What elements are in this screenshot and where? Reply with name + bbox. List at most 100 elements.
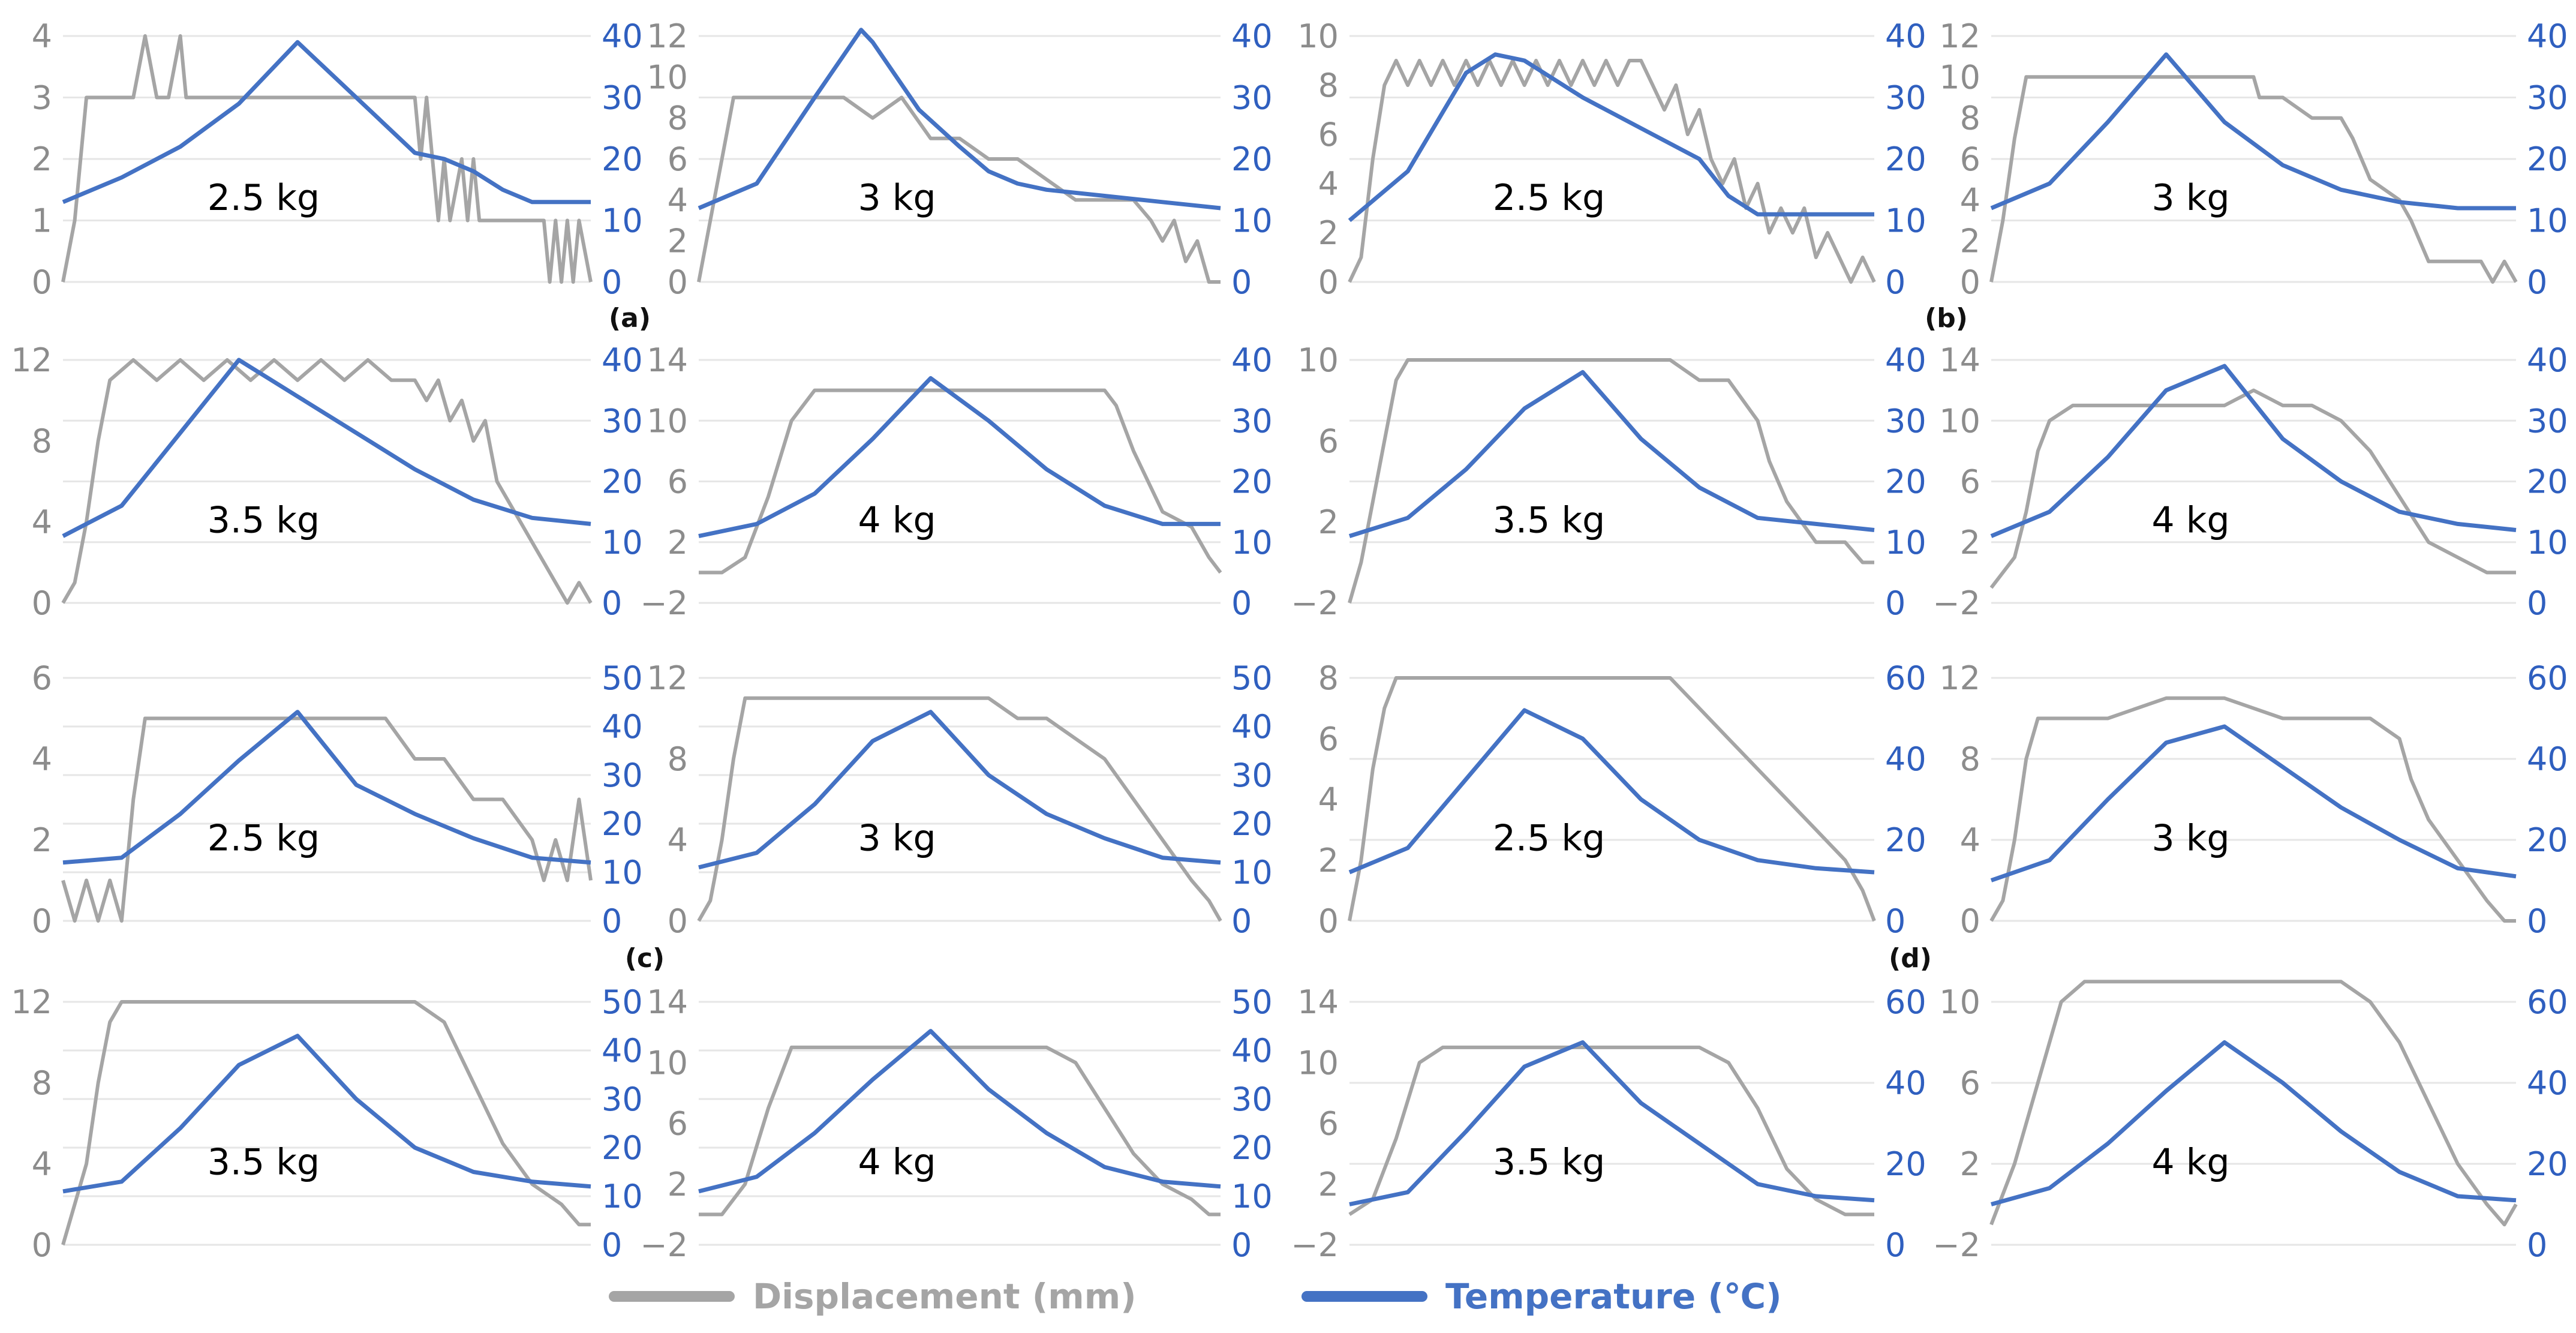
chart-load-label: 3 kg [2151,818,2229,860]
y2-tick-label: 40 [2527,341,2568,379]
y-tick-label: 1 [32,202,52,240]
legend-temperature-label: Temperature (℃) [1445,1276,1782,1317]
y-tick-label: 0 [668,263,688,301]
y2-tick-label: 0 [1885,263,1905,301]
y-tick-label: 8 [1318,67,1339,104]
y-tick-label: 6 [1318,116,1339,154]
y-tick-label: 8 [1960,740,1980,778]
y2-tick-label: 0 [1885,584,1905,622]
y2-tick-label: 40 [1885,341,1926,379]
displacement-series-line [1989,388,2516,589]
y2-tick-label: 40 [602,708,643,746]
chart-load-label: 3 kg [2151,177,2229,219]
y-tick-label: 10 [1939,983,1980,1021]
y2-tick-label: 10 [1231,524,1273,562]
chart-load-label: 4 kg [2151,500,2229,542]
temperature-series-line [1990,724,2517,882]
y2-tick-label: 0 [2527,584,2547,622]
y2-tick-label: 0 [602,902,622,940]
y2-tick-label: 40 [602,17,643,55]
y2-tick-label: 0 [1231,263,1252,301]
chart-load-label: 4 kg [2151,1142,2229,1184]
y-tick-label: 2 [1318,1166,1339,1203]
y2-tick-label: 40 [1231,17,1273,55]
temperature-series-line [698,710,1221,870]
y2-tick-label: 40 [1885,740,1926,778]
chart-panel-5: 0 4 8 12 0 10 20 30 40 3.5 kg [11,341,642,622]
y-tick-label: 3 [32,79,52,117]
displacement-series-line [1989,75,2518,284]
chart-panel-16: −2 2 6 10 0 20 40 60 4 kg [1932,980,2568,1264]
y-tick-label: 12 [11,983,52,1021]
y2-tick-label: 40 [1231,708,1273,746]
y2-tick-label: 10 [1231,854,1273,891]
y2-tick-label: 60 [2527,983,2568,1021]
y2-tick-label: 20 [602,463,643,501]
temperature-series-line [62,40,591,205]
y2-tick-label: 20 [602,140,643,178]
y2-tick-label: 20 [2527,1145,2568,1183]
y-tick-label: 4 [668,821,688,859]
y-tick-label: 4 [1960,821,1980,859]
y-tick-label: 2 [668,524,688,562]
y2-tick-label: 10 [602,854,643,891]
chart-panel-11: 0 2 4 6 8 0 20 40 60 2.5 kg [1318,659,1926,940]
y2-tick-label: 30 [1231,402,1273,440]
y-tick-label: 0 [1318,902,1339,940]
chart-panel-13: 0 4 8 12 0 10 20 30 40 50 3.5 kg [11,983,642,1264]
chart-load-label: 4 kg [858,1142,936,1184]
legend-displacement: Displacement (mm) [609,1269,1137,1323]
y-tick-label: 2 [1960,1145,1980,1183]
y-tick-label: 0 [32,584,52,622]
y-tick-label: 12 [1939,17,1980,55]
y-tick-label: 14 [1939,341,1980,379]
y-tick-label: 14 [647,341,688,379]
displacement-series-line [1348,59,1876,284]
chart-panel-14: −2 2 6 10 14 0 10 20 30 40 50 4 kg [640,983,1272,1264]
chart-panel-6: −2 2 6 10 14 0 10 20 30 40 4 kg [640,341,1272,622]
y-tick-label: 4 [32,1145,52,1183]
y-tick-label: 0 [1960,902,1980,940]
temperature-series-line [698,1029,1221,1194]
y2-tick-label: 20 [1231,140,1273,178]
y-tick-label: 10 [647,402,688,440]
panel-label-d: (d) [1889,943,1932,974]
y2-tick-label: 0 [1231,584,1252,622]
y-tick-label: 8 [1318,659,1339,697]
y-tick-label: 0 [32,902,52,940]
displacement-series-line [697,95,1221,284]
temperature-series-line [1348,52,1874,223]
chart-panel-15: −2 2 6 10 14 0 20 40 60 3.5 kg [1291,983,1926,1264]
y2-tick-label: 50 [1231,659,1273,697]
temperature-series-line [698,28,1221,211]
legend-temperature: Temperature (℃) [1301,1269,1782,1323]
displacement-series-line [1989,980,2518,1227]
y2-tick-label: 0 [1231,1226,1252,1264]
y-tick-label: 4 [1318,165,1339,203]
chart-panel-7: −2 2 6 10 0 10 20 30 40 3.5 kg [1291,341,1926,622]
y-tick-label: 0 [32,263,52,301]
y-tick-label: 12 [11,341,52,379]
temperature-series-line [1349,1040,1875,1206]
displacement-series-line [697,696,1222,922]
y-tick-label: 2 [32,140,52,178]
y-tick-label: −2 [1291,584,1339,622]
displacement-series-line [1348,1045,1874,1217]
y2-tick-label: 10 [602,524,643,562]
y-tick-label: 0 [1318,263,1339,301]
y2-tick-label: 20 [1885,1145,1926,1183]
y2-tick-label: 50 [602,983,643,1021]
chart-load-label: 3.5 kg [208,1142,320,1184]
y-tick-label: 10 [1297,1044,1339,1082]
y-tick-label: 2 [1318,503,1339,541]
y-tick-label: 12 [1939,659,1980,697]
temperature-series-line [1990,52,2516,211]
temperature-series-line [698,376,1221,539]
panel-labels: (a) (b) (c) (d) [609,303,1968,974]
y-tick-label: 14 [1297,983,1339,1021]
displacement-series-line [61,1000,591,1245]
temperature-series-line [1990,364,2517,538]
y-tick-label: −2 [1291,1226,1339,1264]
